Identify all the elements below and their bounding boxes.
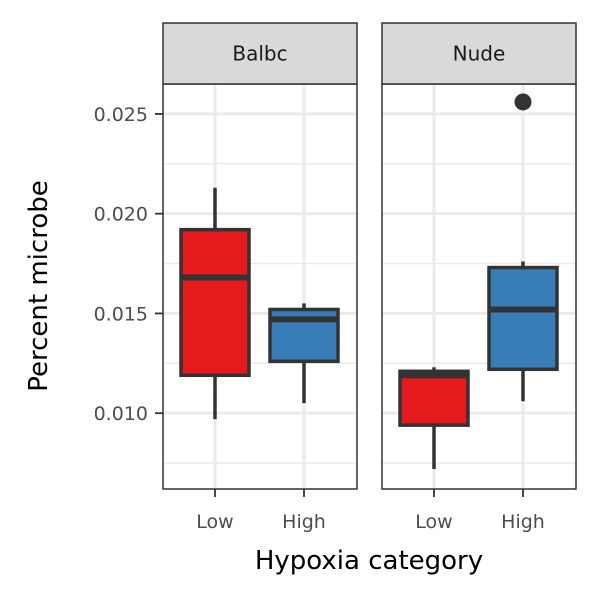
panels-layer: Balbc Low High Nude Low High [162, 22, 577, 533]
y-tick-label: 0.010 [94, 403, 148, 425]
box-balbc-high [268, 303, 340, 404]
panel-balbc: Balbc Low High [162, 22, 358, 533]
x-tick-label: Low [196, 511, 233, 533]
y-tick-label: 0.015 [94, 303, 148, 325]
box-iqr [179, 227, 251, 378]
box-balbc-low [179, 187, 251, 420]
box-nude-high [487, 93, 559, 402]
y-axis: 0.010 0.015 0.020 0.025 [94, 104, 163, 425]
box-nude-low [398, 367, 470, 470]
box-iqr [487, 265, 559, 372]
x-tick-label: High [501, 511, 545, 533]
facet-label-balbc: Balbc [232, 42, 287, 66]
panel-nude: Nude Low High [381, 22, 577, 533]
facet-strip [381, 22, 577, 85]
facet-label-nude: Nude [453, 42, 506, 66]
outlier-point [514, 93, 532, 111]
y-tick-label: 0.025 [94, 104, 148, 126]
facet-strip [162, 22, 358, 85]
y-tick-label: 0.020 [94, 204, 148, 226]
box-iqr [398, 369, 470, 427]
x-axis-title: Hypoxia category [255, 546, 483, 576]
x-tick-label: Low [415, 511, 452, 533]
x-tick-label: High [282, 511, 326, 533]
y-axis-title: Percent microbe [24, 180, 54, 391]
